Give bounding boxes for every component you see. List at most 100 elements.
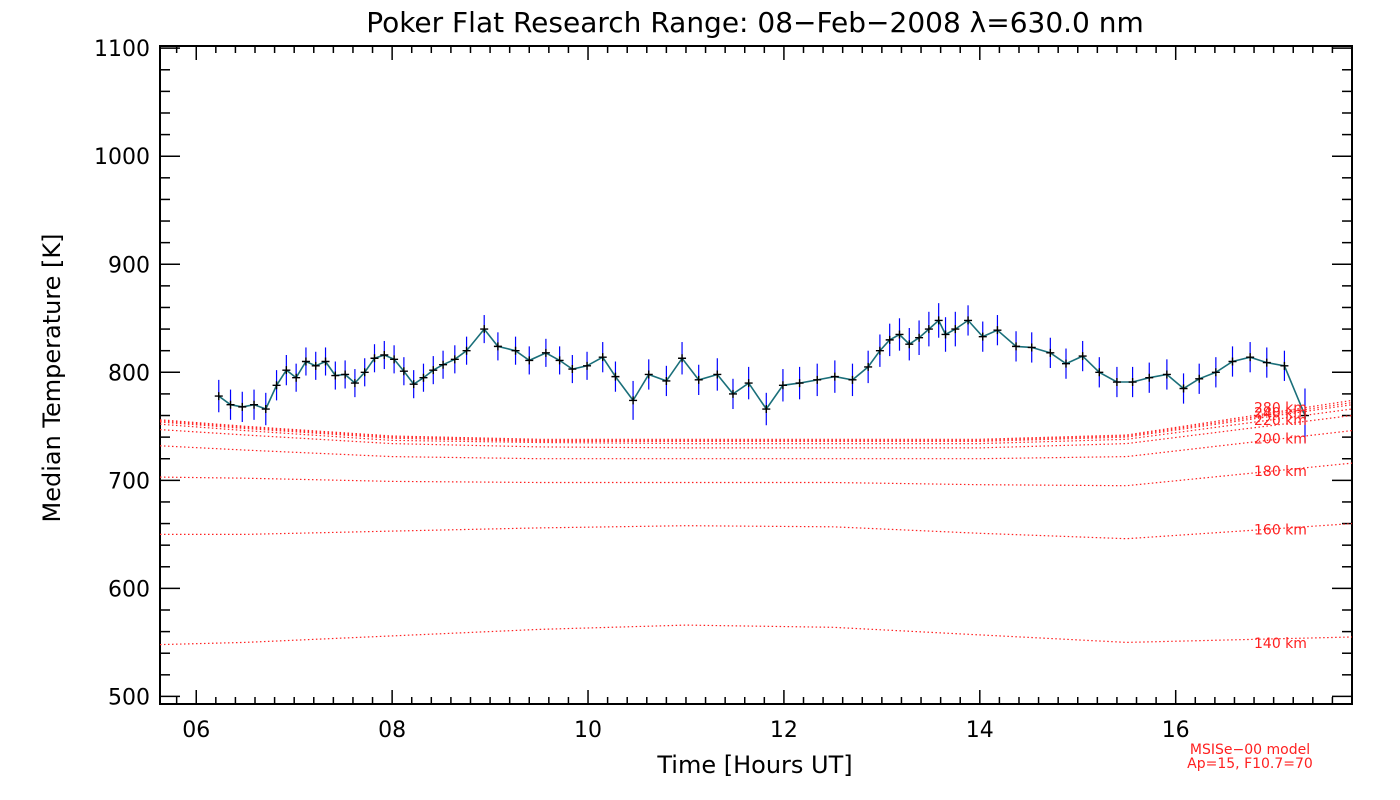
curve-label: 140 km (1254, 636, 1307, 652)
data-point (555, 356, 564, 365)
model-curve (159, 404, 1353, 442)
model-curve (159, 402, 1353, 441)
data-point (250, 400, 259, 409)
model-note-line-1: MSISe−00 model (1190, 742, 1310, 758)
data-point (1162, 370, 1171, 379)
data-point (292, 373, 301, 382)
data-point (238, 402, 247, 411)
data-point (450, 355, 459, 364)
data-point (390, 355, 399, 364)
data-point (924, 325, 933, 334)
chart-title: Poker Flat Research Range: 08−Feb−2008 λ… (366, 6, 1144, 39)
data-point (462, 346, 471, 355)
data-point (1195, 374, 1204, 383)
model-curve (159, 462, 1353, 487)
data-point (778, 381, 787, 390)
data-point (1211, 368, 1220, 377)
model-curve (159, 399, 1353, 440)
data-point (1062, 359, 1070, 368)
data-point (951, 325, 960, 334)
model-curve (160, 523, 1353, 540)
data-point (1128, 378, 1137, 387)
data-point (830, 372, 839, 381)
y-tick-label: 1000 (94, 145, 150, 170)
data-point (380, 351, 389, 360)
data-point (1179, 384, 1188, 393)
data-point (744, 379, 753, 388)
data-point (1046, 348, 1055, 357)
data-point (261, 405, 270, 414)
data-point (1228, 357, 1237, 366)
data-point (644, 370, 653, 379)
data-point (1300, 411, 1309, 420)
data-point (1112, 378, 1121, 387)
model-curve (159, 624, 1353, 646)
data-point (525, 356, 534, 365)
data-point (905, 340, 914, 349)
data-point (848, 375, 857, 384)
data-point (429, 366, 438, 375)
data-point (480, 325, 489, 334)
data-point (598, 353, 607, 362)
data-point (1280, 361, 1289, 370)
curve-label: 280 km (1254, 400, 1307, 416)
data-point (941, 330, 950, 339)
data-point (226, 400, 235, 409)
data-point (993, 326, 1002, 335)
data-point (694, 375, 703, 384)
data-point (864, 362, 873, 371)
data-point (1262, 358, 1271, 367)
curve-label: 240 km (1254, 406, 1307, 422)
y-axis-label: Median Temperature [K] (38, 233, 66, 522)
data-point (493, 342, 502, 351)
model-curve (159, 408, 1353, 445)
data-point (419, 373, 428, 382)
data-point (611, 372, 620, 381)
model-curves (159, 399, 1353, 646)
data-point (350, 379, 359, 388)
y-tick-label: 500 (108, 685, 150, 710)
data-point (885, 335, 894, 344)
curve-label: 200 km (1254, 432, 1307, 448)
data-point (341, 370, 350, 379)
measured-series (214, 303, 1309, 443)
x-tick-label: 12 (770, 718, 798, 743)
data-line (218, 319, 1306, 416)
data-point (541, 348, 550, 357)
y-tick-label: 900 (108, 253, 150, 278)
data-point (795, 379, 804, 388)
data-point (875, 346, 884, 355)
x-tick-label: 08 (378, 718, 406, 743)
data-point (629, 396, 638, 405)
data-point (1027, 343, 1036, 352)
axes: 06 08 10 12 14 16 500 600 700 800 900 1000 1100 (94, 37, 1353, 743)
x-tick-label: 10 (574, 718, 602, 743)
data-point (272, 381, 281, 390)
data-point (360, 368, 369, 377)
data-point (370, 354, 379, 363)
data-point (762, 405, 771, 414)
data-point (511, 346, 520, 355)
y-tick-label: 700 (108, 469, 150, 494)
x-tick-label: 14 (966, 718, 994, 743)
x-axis-label: Time [Hours UT] (656, 751, 852, 779)
data-point (301, 357, 310, 366)
data-point (439, 360, 448, 369)
data-point (1078, 352, 1087, 361)
data-point (214, 392, 223, 401)
y-tick-label: 800 (108, 361, 150, 386)
data-point (895, 330, 904, 339)
data-point (282, 366, 291, 375)
curve-label: 160 km (1254, 522, 1307, 538)
y-tick-label: 600 (108, 577, 150, 602)
data-point (1012, 342, 1021, 351)
data-point (813, 375, 822, 384)
data-point (964, 316, 973, 325)
data-point (1246, 353, 1255, 362)
data-point (311, 361, 320, 370)
curve-label: 180 km (1254, 464, 1307, 480)
data-point (934, 316, 943, 325)
data-point (409, 380, 418, 389)
